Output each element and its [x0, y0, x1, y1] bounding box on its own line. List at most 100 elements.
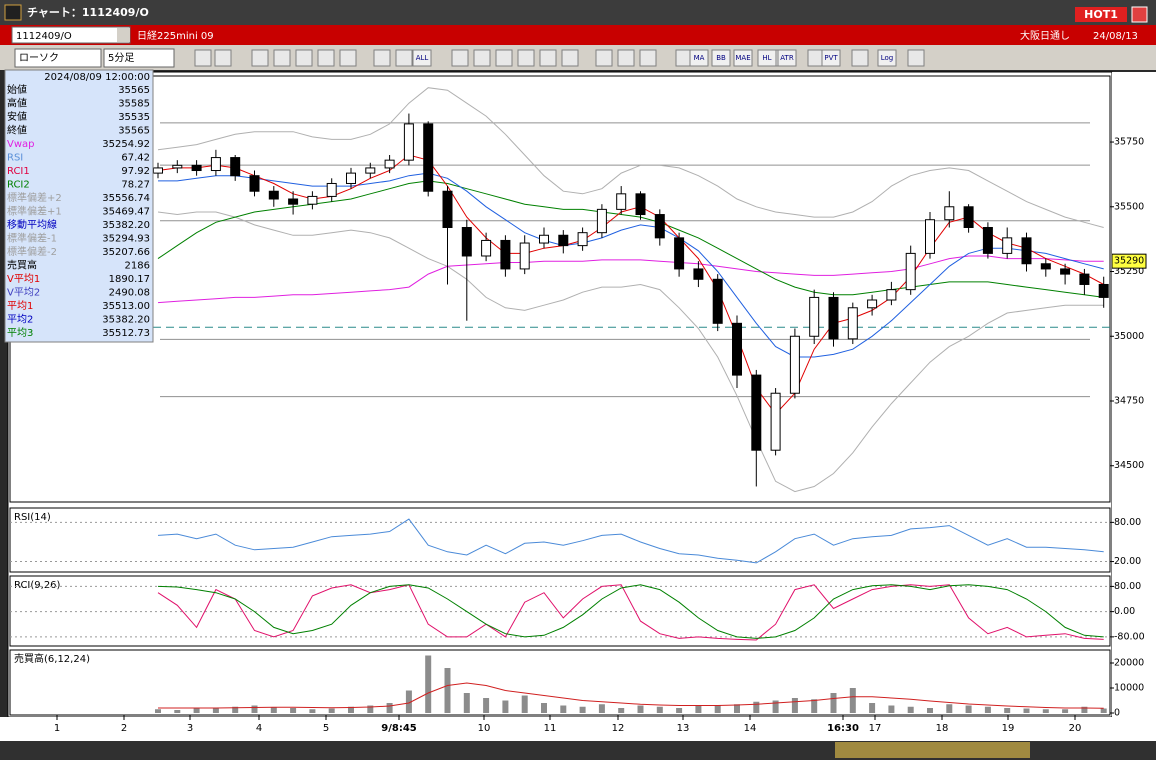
volume-bar — [521, 695, 528, 713]
tool-icon[interactable] — [373, 49, 391, 67]
tool-icon[interactable] — [339, 49, 357, 67]
y-tick-label: 20000 — [1114, 658, 1144, 669]
price-axis — [1112, 72, 1156, 717]
tool-icon[interactable] — [194, 49, 212, 67]
tool-icon[interactable] — [451, 49, 469, 67]
indicator-line — [157, 584, 1104, 639]
tool-icon[interactable] — [495, 49, 513, 67]
hot-label: HOT1 — [1084, 8, 1118, 21]
panel-frame — [9, 575, 1111, 647]
tool-button[interactable] — [757, 49, 777, 67]
volume-bar — [869, 703, 876, 713]
tool-icon[interactable] — [851, 49, 869, 67]
info-value: 2186 — [125, 261, 150, 272]
hot-badge[interactable] — [1075, 7, 1127, 22]
y-tick-label: 34500 — [1114, 460, 1144, 471]
tool-button[interactable] — [877, 49, 897, 67]
tool-icon[interactable] — [317, 49, 335, 67]
y-tick-label: 35250 — [1114, 266, 1144, 277]
candle-body — [481, 239, 492, 257]
candle-body — [635, 193, 646, 216]
toolbar-buttons: ALL MA BB MAE HL ATR PVT Log — [194, 49, 925, 67]
candle-body — [577, 232, 588, 247]
info-label: 移動平均線 — [7, 218, 57, 231]
candle-body — [905, 252, 916, 291]
volume-bar — [714, 705, 721, 713]
candle-body — [1098, 283, 1109, 298]
tool-button-label: MA — [694, 54, 705, 62]
volume-bar — [463, 693, 470, 713]
info-value: 35294.93 — [102, 234, 150, 245]
indicator-line — [157, 211, 1104, 493]
time-label: 14 — [744, 723, 757, 734]
volume-bar — [791, 698, 798, 713]
volume-bar — [811, 699, 818, 713]
tool-icon[interactable] — [251, 49, 269, 67]
info-value: 35556.74 — [102, 193, 150, 204]
tool-icon[interactable] — [617, 49, 635, 67]
volume-bar — [907, 706, 914, 713]
volume-bar — [405, 690, 412, 713]
volume-bar — [367, 705, 374, 713]
info-label: 高値 — [7, 97, 27, 110]
tool-button-label: Log — [881, 54, 894, 62]
panel-title: 売買高(6,12,24) — [14, 652, 90, 665]
tool-icon[interactable] — [539, 49, 557, 67]
candle-body — [384, 159, 395, 169]
volume-bar — [560, 705, 567, 713]
style-select[interactable] — [14, 48, 102, 68]
tool-icon[interactable] — [214, 49, 232, 67]
candle-body — [172, 164, 183, 169]
candle-body — [346, 172, 356, 184]
tool-icon[interactable] — [639, 49, 657, 67]
volume-bar — [348, 706, 354, 713]
symbol-dropdown[interactable] — [117, 28, 130, 42]
tool-button[interactable] — [689, 49, 709, 67]
y-tick-label: 34750 — [1114, 396, 1144, 407]
candle-body — [403, 123, 414, 161]
candle-body — [1002, 237, 1013, 254]
interval-select[interactable] — [103, 48, 175, 68]
tool-icon[interactable] — [561, 49, 579, 67]
tool-button[interactable] — [821, 49, 841, 67]
time-label: 4 — [256, 723, 262, 734]
tool-button[interactable] — [733, 49, 753, 67]
tool-icon[interactable] — [907, 49, 925, 67]
volume-bar — [579, 706, 586, 713]
y-tick-label: 35750 — [1114, 137, 1144, 148]
volume-bar — [1100, 708, 1107, 713]
close-button[interactable] — [1131, 6, 1148, 23]
volume-bar — [309, 709, 316, 713]
plots: 34500 34750 35000 35250 35500 35750 35290 RSI(1… — [9, 75, 1147, 734]
tool-icon[interactable] — [595, 49, 613, 67]
info-label: V平均1 — [7, 273, 40, 285]
candle-body — [982, 226, 993, 254]
tool-button[interactable] — [777, 49, 797, 67]
info-label: RCI1 — [7, 166, 30, 177]
candle-body — [770, 392, 781, 451]
info-label: RCI2 — [7, 180, 30, 191]
volume-bar — [830, 693, 837, 713]
volume-bar — [212, 708, 219, 713]
tool-icon[interactable] — [395, 49, 413, 67]
tool-icon[interactable] — [295, 49, 313, 67]
tool-icon[interactable] — [517, 49, 535, 67]
volume-bar — [328, 708, 335, 713]
candle-body — [1021, 237, 1032, 265]
time-label: 20 — [1069, 723, 1082, 734]
tool-icon[interactable] — [273, 49, 291, 67]
tool-icon[interactable] — [473, 49, 491, 67]
time-label: 5 — [323, 723, 329, 734]
info-value: 97.92 — [121, 166, 150, 177]
candle-body — [616, 193, 627, 210]
tool-button[interactable] — [711, 49, 731, 67]
info-timestamp: 2024/08/09 12:00:00 — [44, 72, 150, 83]
panel-frame — [9, 507, 1111, 573]
scroll-thumb[interactable] — [835, 742, 1030, 758]
tool-button[interactable] — [412, 49, 432, 67]
candle-body — [461, 226, 472, 257]
window-title: チャート：1112409/O — [27, 6, 149, 19]
y-tick-label: -80.00 — [1114, 631, 1145, 642]
volume-bar — [965, 705, 972, 713]
app-icon — [4, 4, 22, 21]
